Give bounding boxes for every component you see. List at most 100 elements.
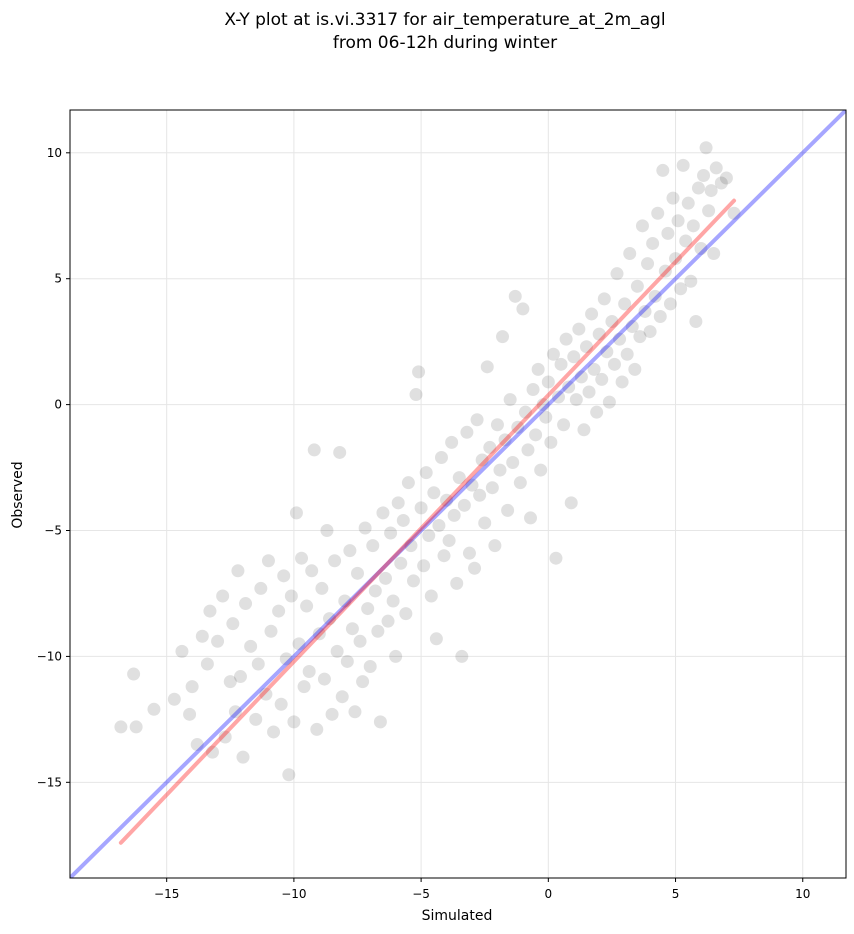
data-point (378, 571, 392, 585)
data-point (607, 357, 621, 371)
data-point (389, 649, 403, 663)
data-point (450, 576, 464, 590)
data-point (562, 380, 576, 394)
data-point (323, 612, 337, 626)
data-point (274, 697, 288, 711)
data-point (211, 634, 225, 648)
data-point (501, 503, 515, 517)
data-point (312, 627, 326, 641)
data-point (549, 551, 563, 565)
data-point (445, 435, 459, 449)
data-point (167, 692, 181, 706)
x-axis-ticks: −15 −10 −5 0 5 10 (154, 878, 810, 901)
data-point (417, 559, 431, 573)
data-point (447, 508, 461, 522)
data-point (676, 158, 690, 172)
data-point (521, 443, 535, 457)
data-point (602, 395, 616, 409)
data-point (251, 657, 265, 671)
y-tick-label: −10 (37, 649, 62, 663)
data-point (638, 304, 652, 318)
data-point (279, 652, 293, 666)
data-point (641, 257, 655, 271)
data-point (658, 264, 672, 278)
x-tick-label: −15 (154, 887, 179, 901)
data-point (506, 456, 520, 470)
data-point (635, 219, 649, 233)
data-point (541, 375, 555, 389)
data-point (480, 360, 494, 374)
y-tick-label: 10 (47, 146, 62, 160)
data-point (508, 289, 522, 303)
data-point (401, 476, 415, 490)
data-point (605, 315, 619, 329)
data-point (343, 544, 357, 558)
data-point (643, 325, 657, 339)
data-point (200, 657, 214, 671)
data-point (544, 435, 558, 449)
data-point (663, 297, 677, 311)
data-point (330, 644, 344, 658)
data-point (371, 624, 385, 638)
data-point (702, 204, 716, 218)
data-point (679, 234, 693, 248)
data-point (511, 420, 525, 434)
data-point (470, 413, 484, 427)
data-point (613, 332, 627, 346)
data-point (267, 725, 281, 739)
data-point (305, 564, 319, 578)
data-point (307, 443, 321, 457)
data-point (366, 539, 380, 553)
data-point (648, 289, 662, 303)
data-point (236, 750, 250, 764)
data-point (284, 589, 298, 603)
data-point (516, 302, 530, 316)
data-point (396, 513, 410, 527)
data-point (493, 463, 507, 477)
data-point (195, 629, 209, 643)
data-point (175, 644, 189, 658)
data-point (325, 707, 339, 721)
data-point (564, 496, 578, 510)
data-point (579, 340, 593, 354)
data-point (490, 418, 504, 432)
data-point (231, 564, 245, 578)
data-point (295, 551, 309, 565)
data-point (244, 639, 258, 653)
data-point (434, 450, 448, 464)
data-point (539, 410, 553, 424)
data-point (633, 330, 647, 344)
data-point (699, 141, 713, 155)
data-point (620, 347, 634, 361)
data-point (529, 428, 543, 442)
data-point (292, 637, 306, 651)
data-point (404, 539, 418, 553)
data-point (228, 705, 242, 719)
data-point (127, 667, 141, 681)
data-point (597, 292, 611, 306)
regression-line (118, 198, 737, 845)
data-point (183, 707, 197, 721)
data-point (297, 680, 311, 694)
data-point (419, 466, 433, 480)
data-point (282, 768, 296, 782)
data-point (361, 602, 375, 616)
data-point (289, 506, 303, 520)
data-point (615, 375, 629, 389)
data-point (674, 282, 688, 296)
data-point (239, 597, 253, 611)
data-point (424, 589, 438, 603)
fit-lines (70, 110, 846, 878)
data-point (719, 171, 733, 185)
data-point (569, 393, 583, 407)
data-point (185, 680, 199, 694)
data-point (422, 529, 436, 543)
data-point (437, 549, 451, 563)
data-point (694, 241, 708, 255)
data-point (300, 599, 314, 613)
data-point (333, 445, 347, 459)
data-point (590, 405, 604, 419)
data-point (714, 176, 728, 190)
data-point (681, 196, 695, 210)
data-point (317, 672, 331, 686)
